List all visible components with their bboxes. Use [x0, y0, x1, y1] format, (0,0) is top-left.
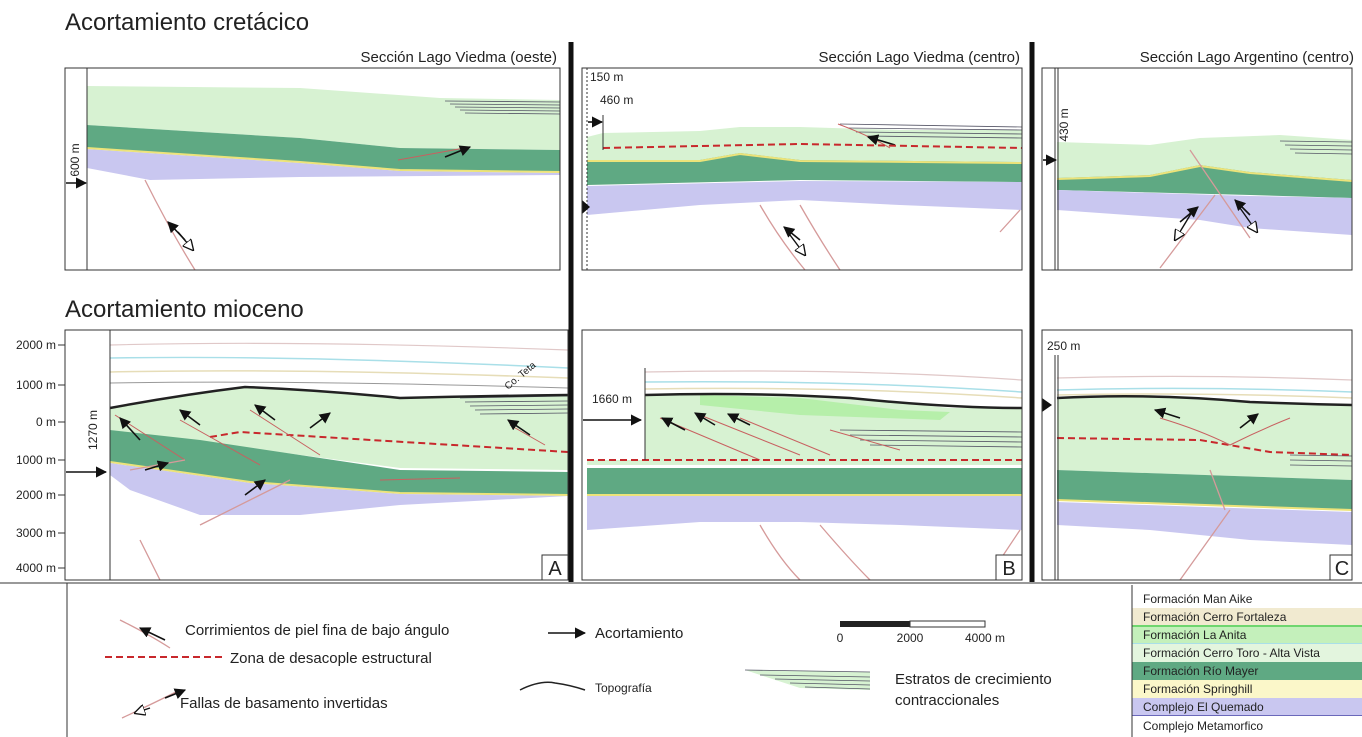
formation-label: Complejo Metamorfico	[1143, 719, 1263, 733]
geologic-line	[58, 345, 65, 568]
box	[910, 621, 985, 627]
geologic-line	[122, 690, 180, 718]
geologic-line	[110, 343, 568, 350]
geologic-line	[1057, 388, 1352, 392]
measure-label: 150 m	[590, 70, 623, 84]
formation-label: Formación Springhill	[1143, 682, 1252, 696]
scale-label: 4000 m	[965, 631, 1005, 645]
panel-title: Sección Lago Viedma (oeste)	[360, 49, 557, 66]
measure-label: 600 m	[68, 143, 82, 176]
measure-label: 430 m	[1057, 108, 1071, 141]
depth-label: 2000 m	[16, 338, 56, 352]
rock-layer	[1057, 395, 1352, 480]
panel-letter: C	[1335, 558, 1349, 580]
section-bottom-a: Co. Teta 1270 m A	[65, 330, 568, 580]
formation-label: Formación Río Mayer	[1143, 664, 1258, 678]
depth-label: 3000 m	[16, 526, 56, 540]
section-bottom-c: 250 m C	[1042, 330, 1352, 580]
depth-label: 0 m	[36, 415, 56, 429]
formation-label: Formación La Anita	[1143, 628, 1247, 642]
section-top-b: 150 m 460 m	[582, 68, 1022, 270]
formation-label: Formación Cerro Fortaleza	[1143, 610, 1287, 624]
depth-axis: 2000 m 1000 m 0 m 1000 m 2000 m 3000 m 4…	[16, 338, 65, 575]
geologic-line	[120, 620, 170, 648]
geologic-line	[645, 371, 1022, 380]
section-top-c: 430 m	[1042, 68, 1352, 270]
geologic-line	[110, 382, 568, 388]
box	[840, 621, 910, 627]
formation-legend: Formación Man Aike Formación Cerro Forta…	[1132, 585, 1362, 737]
geologic-line	[110, 357, 568, 368]
formation-label: Formación Man Aike	[1143, 592, 1253, 606]
legend-label: Fallas de basamento invertidas	[180, 695, 388, 712]
scale-label: 2000	[897, 631, 924, 645]
section-top-a: 600 m	[65, 68, 560, 270]
geologic-line	[645, 382, 1022, 392]
depth-label: 1000 m	[16, 453, 56, 467]
panel-letter: A	[548, 558, 562, 580]
legend-label: Corrimientos de piel fina de bajo ángulo	[185, 622, 449, 639]
scale-label: 0	[837, 631, 844, 645]
geologic-line	[1057, 376, 1352, 380]
geologic-line	[760, 525, 1020, 580]
legend-label: Topografía	[595, 681, 652, 695]
panel-title: Sección Lago Viedma (centro)	[818, 49, 1020, 66]
geologic-line	[178, 232, 193, 250]
geologic-line	[140, 540, 160, 580]
heading: Acortamiento cretácico	[65, 9, 309, 36]
figure: Acortamiento cretácico Sección Lago Vied…	[0, 0, 1362, 737]
geologic-line	[140, 628, 165, 640]
legend-label: contraccionales	[895, 692, 999, 709]
rock-layer	[587, 496, 1022, 530]
measure-label: 250 m	[1047, 339, 1080, 353]
panel-title: Sección Lago Argentino (centro)	[1140, 49, 1354, 66]
measure-label: 460 m	[600, 93, 633, 107]
measure-label: 1660 m	[592, 392, 632, 406]
formation-label: Complejo El Quemado	[1143, 700, 1264, 714]
legend-label: Estratos de crecimiento	[895, 671, 1052, 688]
geologic-line	[1042, 398, 1052, 412]
rock-layer	[1057, 190, 1352, 235]
heading: Acortamiento mioceno	[65, 296, 304, 323]
depth-label: 1000 m	[16, 378, 56, 392]
legend-label: Acortamiento	[595, 625, 683, 642]
geologic-line	[110, 371, 568, 378]
geologic-line	[520, 682, 585, 690]
legend-label: Zona de desacople estructural	[230, 650, 432, 667]
geologic-line	[760, 205, 1020, 270]
rock-layer	[587, 181, 1022, 215]
measure-label: 1270 m	[86, 410, 100, 450]
depth-label: 4000 m	[16, 561, 56, 575]
depth-label: 2000 m	[16, 488, 56, 502]
section-bottom-b: 1660 m B	[582, 330, 1022, 580]
panel-letter: B	[1002, 558, 1015, 580]
rock-layer	[587, 468, 1022, 495]
formation-label: Formación Cerro Toro - Alta Vista	[1143, 646, 1320, 660]
